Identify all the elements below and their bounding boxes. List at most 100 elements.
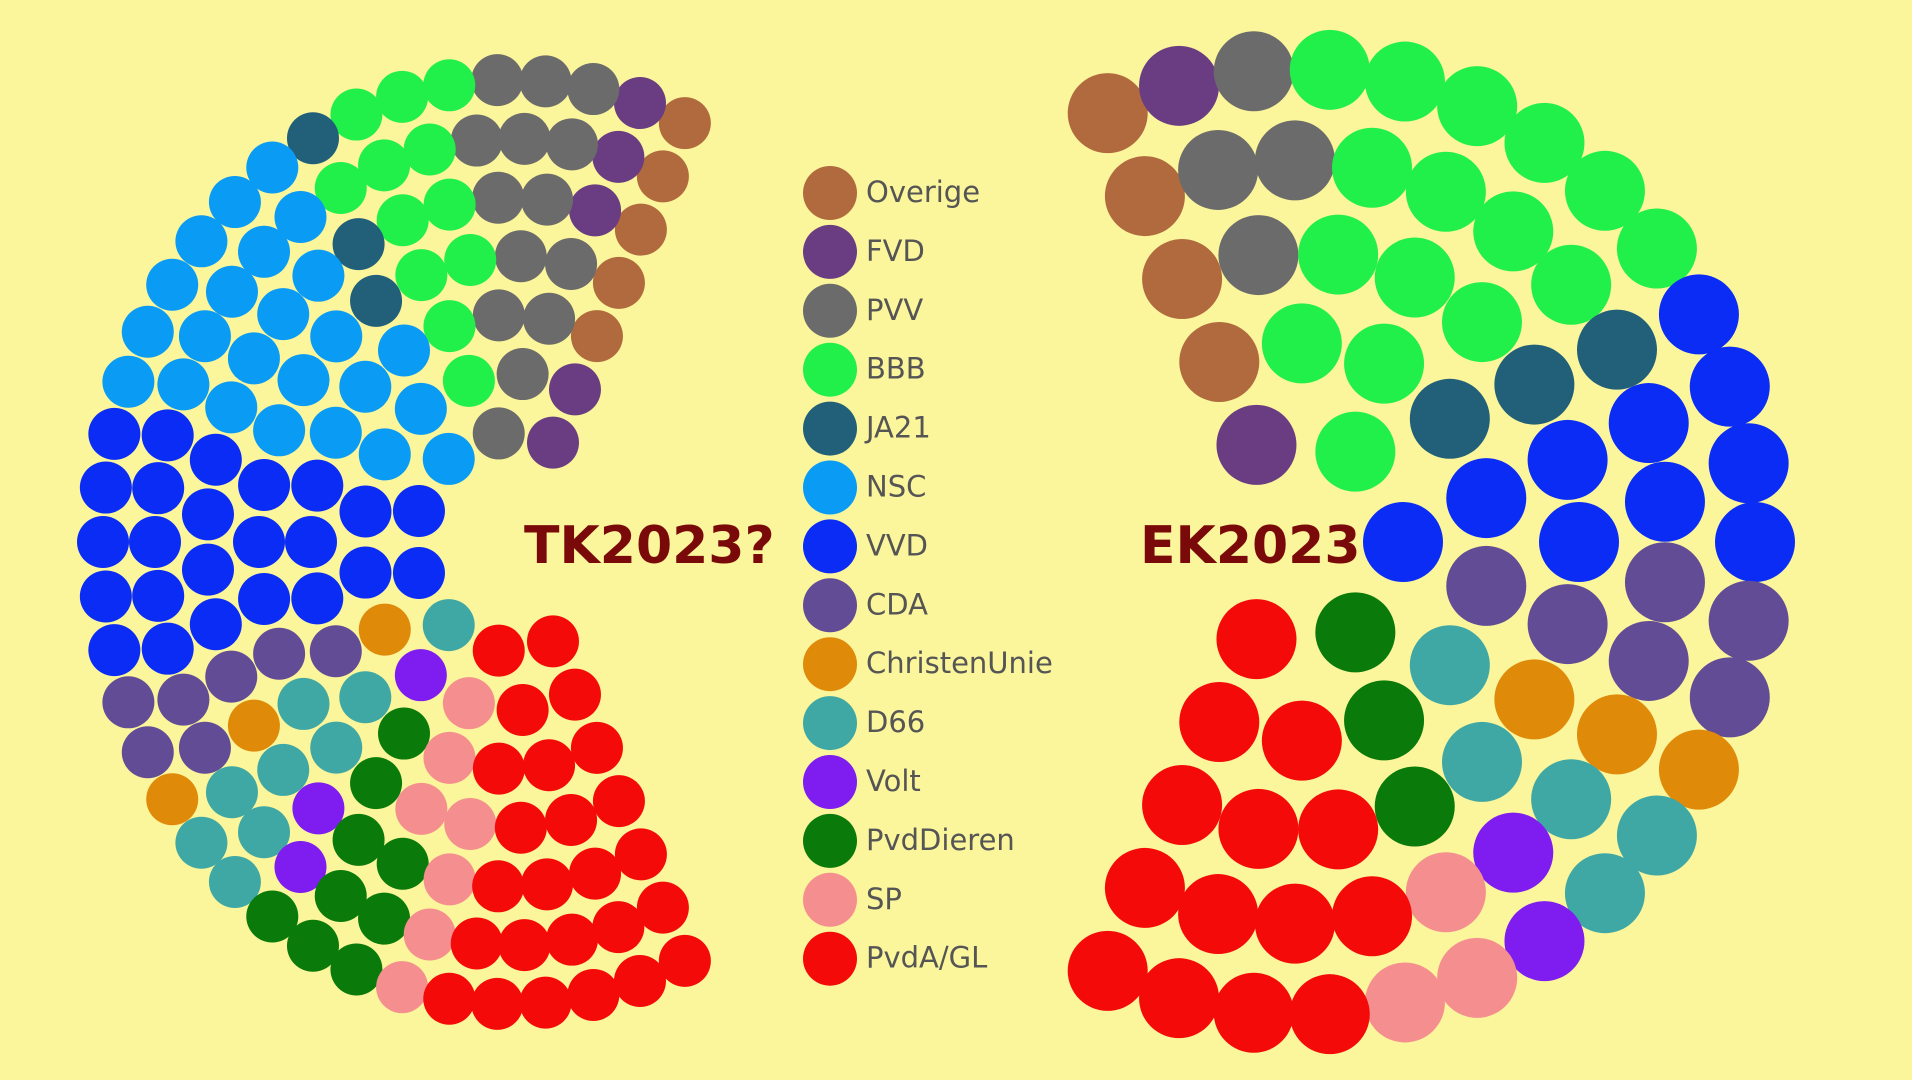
seat — [472, 407, 525, 460]
seat — [498, 112, 551, 165]
seat — [1364, 41, 1445, 122]
seat — [238, 459, 291, 512]
seat — [614, 828, 667, 881]
seat — [350, 274, 403, 327]
seat — [613, 77, 666, 130]
seat — [286, 112, 339, 165]
seat — [1576, 309, 1657, 390]
seat — [450, 114, 503, 167]
seat — [545, 913, 598, 966]
seat — [496, 348, 549, 401]
seat — [1504, 901, 1585, 982]
seat — [570, 310, 623, 363]
seat — [1409, 378, 1490, 459]
seat — [658, 97, 711, 150]
seat — [1315, 592, 1396, 673]
seat — [423, 178, 476, 231]
seat — [545, 793, 598, 846]
legend-swatch — [803, 755, 857, 809]
seat — [442, 677, 495, 730]
seat — [519, 55, 572, 108]
seat — [1213, 972, 1294, 1053]
seat — [205, 650, 258, 703]
seat — [79, 570, 132, 623]
seat — [1261, 700, 1342, 781]
seat — [392, 485, 445, 538]
seat — [636, 150, 689, 203]
seat — [157, 673, 210, 726]
seat — [189, 598, 242, 651]
seat — [1689, 346, 1770, 427]
seat — [141, 622, 194, 675]
seat — [292, 249, 345, 302]
seat — [570, 721, 623, 774]
seat — [175, 215, 228, 268]
legend-label: SP — [866, 882, 902, 916]
seat — [339, 546, 392, 599]
seat — [1527, 419, 1608, 500]
seat — [1564, 853, 1645, 934]
seat — [1494, 659, 1575, 740]
seat — [1405, 852, 1486, 933]
seat — [146, 258, 199, 311]
seat — [422, 599, 475, 652]
seat — [472, 624, 525, 677]
seat — [277, 354, 330, 407]
seat — [423, 972, 476, 1025]
seat — [350, 757, 403, 810]
seat — [1616, 208, 1697, 289]
seat — [471, 54, 524, 107]
seat — [1608, 620, 1689, 701]
seat — [472, 171, 525, 224]
seat — [494, 801, 547, 854]
seat — [1708, 580, 1789, 661]
seat — [178, 721, 231, 774]
seat — [403, 908, 456, 961]
seat — [1473, 191, 1554, 272]
seat — [208, 176, 261, 229]
seat — [519, 976, 572, 1029]
seat — [1409, 625, 1490, 706]
seat — [423, 731, 476, 784]
seat — [274, 191, 327, 244]
legend-swatch — [803, 637, 857, 692]
seat — [141, 409, 194, 462]
seat — [1527, 584, 1608, 665]
seat — [395, 249, 448, 302]
seat — [1216, 599, 1297, 680]
seat — [358, 428, 411, 481]
seat — [310, 310, 363, 363]
seat — [376, 194, 429, 247]
seat — [592, 901, 645, 954]
seat — [521, 858, 574, 911]
seat — [238, 806, 291, 859]
seat — [1104, 847, 1185, 928]
seat — [358, 603, 411, 656]
legend-label: PVV — [866, 293, 923, 327]
seat — [394, 649, 447, 702]
legend-label: CDA — [866, 587, 928, 621]
seat — [1446, 545, 1527, 626]
seat — [1374, 766, 1455, 847]
chart-title: EK2023 — [1140, 516, 1361, 576]
seat — [1139, 45, 1220, 126]
seat — [332, 218, 385, 271]
seat — [1715, 502, 1795, 582]
seat — [658, 934, 711, 987]
seat — [205, 381, 258, 434]
seat — [592, 775, 645, 828]
seat — [545, 238, 598, 291]
seat — [395, 782, 448, 835]
seat — [1531, 244, 1612, 325]
seat — [526, 615, 579, 668]
seat — [471, 977, 524, 1030]
seat — [423, 59, 476, 112]
seat — [442, 354, 495, 407]
seat — [1437, 66, 1518, 147]
legend-label: PvdDieren — [866, 823, 1015, 857]
seat — [636, 881, 689, 934]
seat — [339, 485, 392, 538]
seat — [494, 230, 547, 283]
seat — [1142, 239, 1223, 320]
